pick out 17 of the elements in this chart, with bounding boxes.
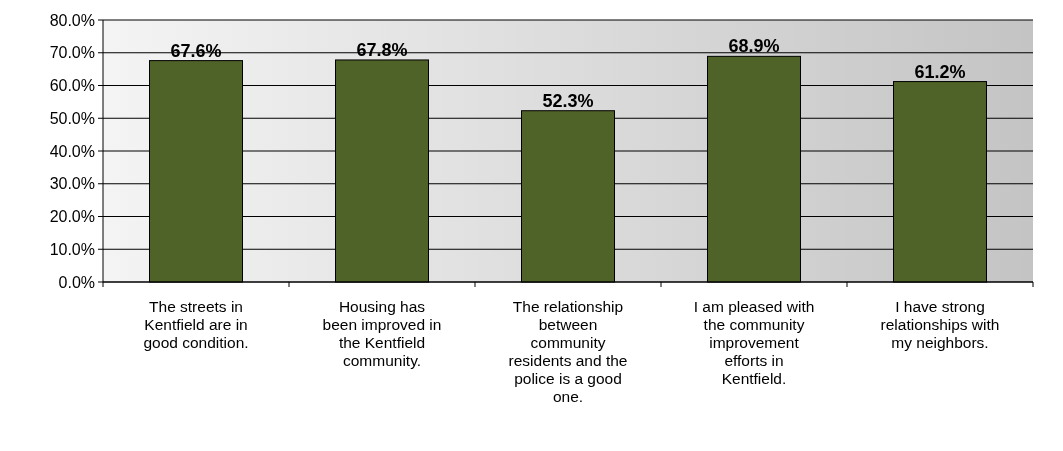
y-tick-label: 70.0%	[49, 44, 95, 62]
data-label: 61.2%	[914, 61, 966, 82]
x-tick-label: Housing has been improved in the Kentfield community.	[322, 298, 442, 369]
y-tick-label: 0.0%	[58, 273, 95, 291]
y-tick-label: 10.0%	[49, 240, 95, 258]
x-tick-label: I am pleased with the community improvement efforts in Kentfield.	[693, 298, 815, 387]
data-label: 68.9%	[728, 36, 780, 57]
y-tick-label: 60.0%	[49, 77, 95, 95]
x-tick-label: The streets in Kentfield are in good condition.	[143, 298, 249, 351]
y-tick-label: 80.0%	[49, 11, 95, 29]
data-label: 52.3%	[542, 90, 594, 111]
y-tick-label: 40.0%	[49, 142, 95, 160]
y-tick-label: 20.0%	[49, 208, 95, 226]
x-tick-label: I have strong relationships with my neighbors.	[880, 298, 1000, 351]
y-tick-label: 50.0%	[49, 109, 95, 127]
x-tick-label: The relationship between community residents and the police is a good one.	[508, 298, 628, 405]
y-tick-label: 30.0%	[49, 175, 95, 193]
